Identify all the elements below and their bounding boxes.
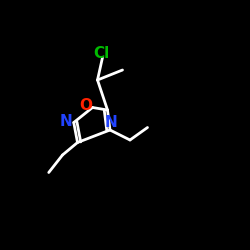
Text: N: N — [105, 115, 118, 130]
Text: Cl: Cl — [93, 46, 109, 60]
Text: O: O — [79, 98, 92, 112]
Text: N: N — [60, 114, 72, 129]
